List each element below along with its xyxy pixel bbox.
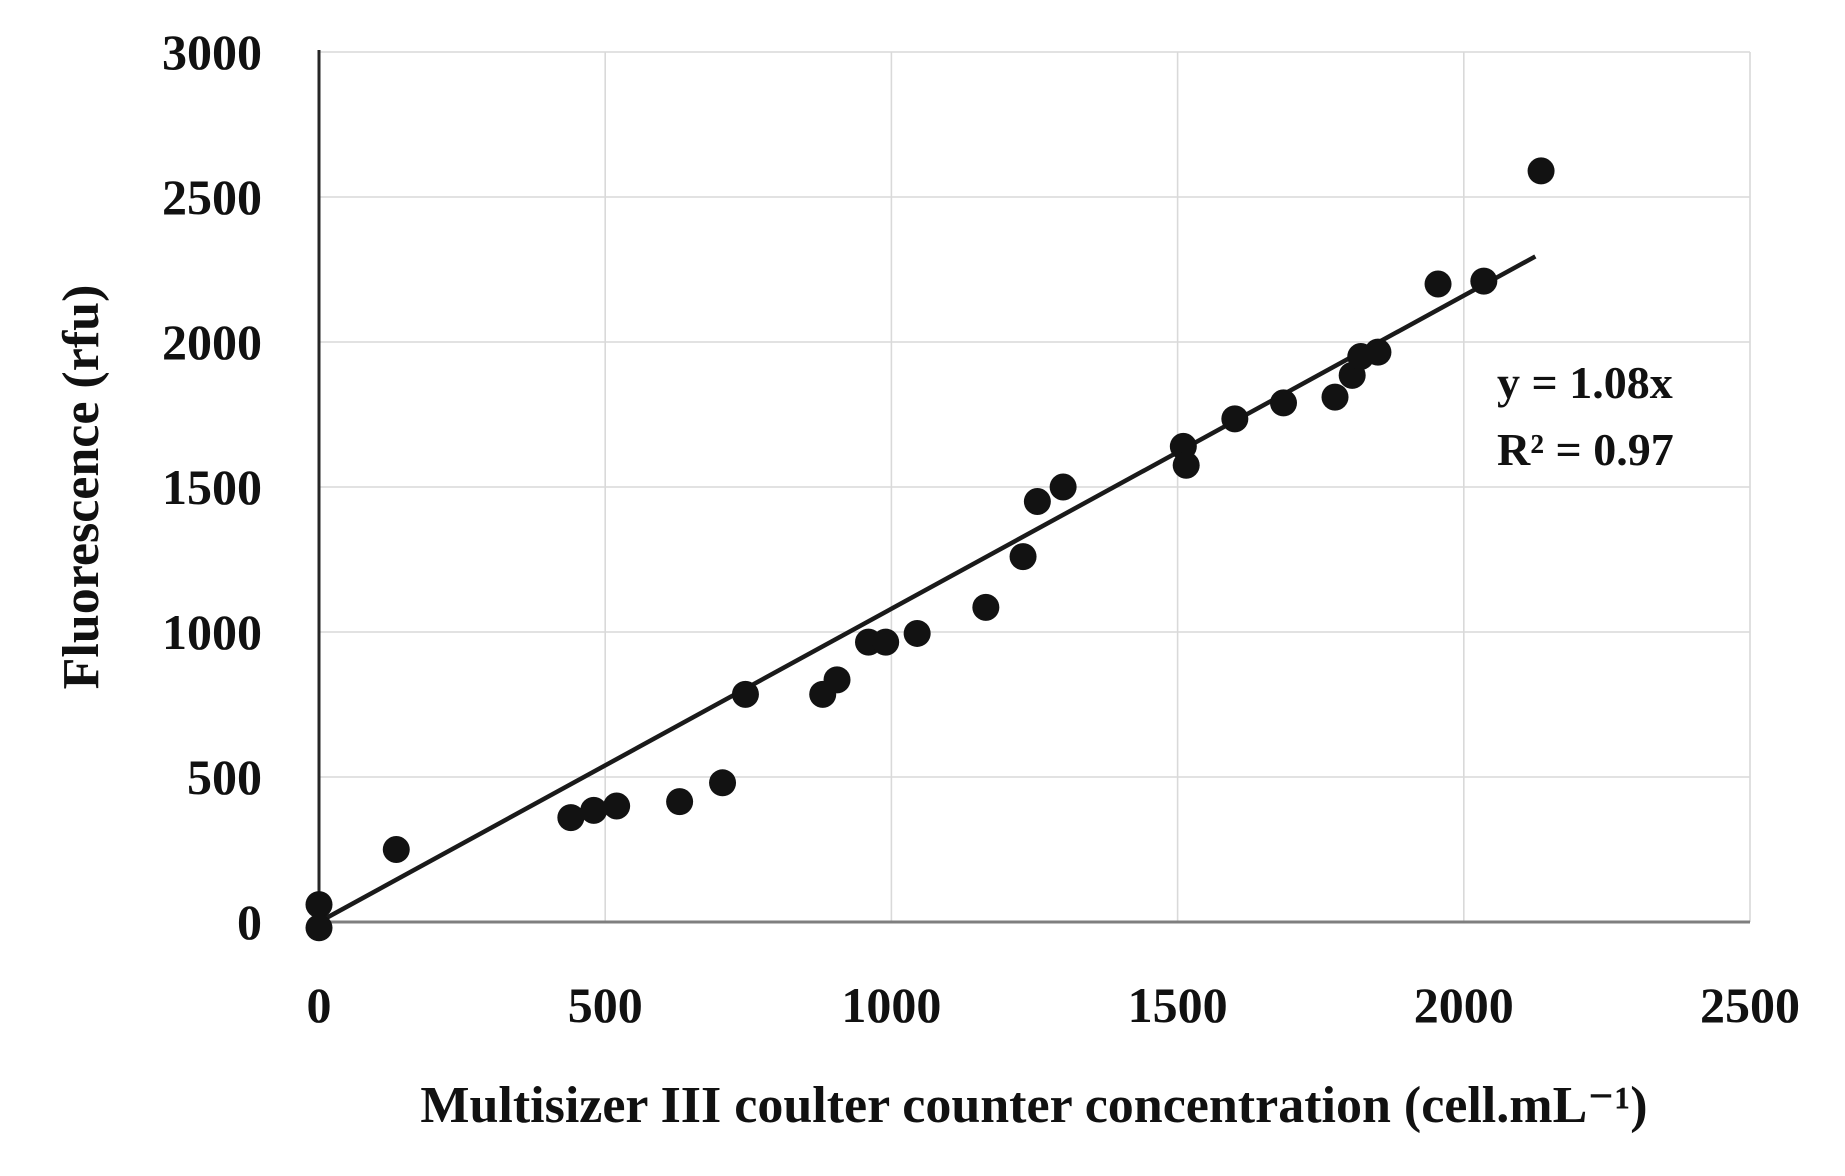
data-point (823, 666, 851, 694)
data-point (972, 593, 1000, 621)
data-point (603, 792, 631, 820)
data-point (1023, 488, 1051, 515)
x-tick-label: 1000 (841, 977, 941, 1033)
data-point (1221, 405, 1249, 433)
data-point (1321, 383, 1349, 411)
y-tick-label: 2000 (162, 314, 262, 370)
data-point (1470, 267, 1498, 295)
y-tick-label: 1000 (162, 604, 262, 660)
data-point (709, 769, 737, 797)
data-point (557, 804, 585, 832)
x-tick-label: 2500 (1700, 977, 1800, 1033)
trendline-annotation: y = 1.08x R² = 0.97 (1497, 357, 1674, 475)
data-point (382, 836, 410, 863)
x-tick-label: 2000 (1414, 977, 1514, 1033)
data-point (666, 788, 694, 816)
data-point (305, 891, 333, 919)
data-point (1049, 473, 1077, 501)
data-point (872, 628, 900, 656)
data-point (1527, 157, 1555, 185)
y-tick-label: 2500 (162, 169, 262, 225)
y-tick-label: 0 (237, 894, 262, 950)
y-tick-label: 1500 (162, 459, 262, 515)
data-point (1364, 338, 1392, 366)
y-tick-label: 3000 (162, 24, 262, 80)
data-point (1009, 543, 1037, 571)
y-tick-label: 500 (187, 749, 262, 805)
data-point (903, 619, 931, 647)
x-tick-label: 0 (307, 977, 332, 1033)
x-axis-title: Multisizer III coulter counter concentra… (420, 1077, 1647, 1134)
x-tick-label: 500 (568, 977, 643, 1033)
data-point (305, 914, 333, 942)
data-points (305, 157, 1555, 942)
trendline (317, 254, 1537, 924)
x-tick-label: 1500 (1128, 977, 1228, 1033)
data-point (1269, 389, 1297, 417)
data-point (1172, 451, 1200, 479)
data-point (580, 796, 608, 824)
data-point (1424, 270, 1452, 298)
data-point (731, 680, 759, 708)
y-axis-title: Fluorescence (rfu) (53, 285, 110, 690)
trendline-r-squared: R² = 0.97 (1497, 424, 1674, 475)
x-tick-labels: 0 500 1000 1500 2000 2500 (307, 977, 1801, 1033)
y-tick-labels: 0 500 1000 1500 2000 2500 3000 (162, 24, 262, 950)
gridlines (319, 51, 1751, 922)
trendline-equation: y = 1.08x (1497, 357, 1673, 408)
